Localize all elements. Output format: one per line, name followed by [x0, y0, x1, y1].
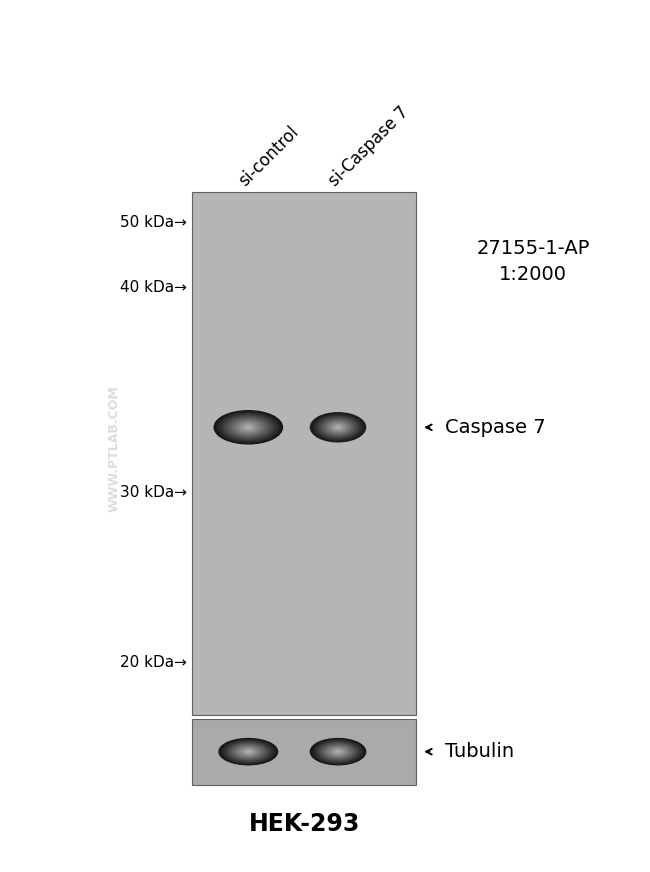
Ellipse shape: [237, 746, 260, 757]
Ellipse shape: [323, 419, 353, 435]
Ellipse shape: [244, 750, 253, 753]
Ellipse shape: [235, 420, 262, 434]
Ellipse shape: [235, 746, 261, 758]
Ellipse shape: [326, 420, 350, 434]
Ellipse shape: [245, 426, 252, 429]
Ellipse shape: [231, 419, 265, 435]
Ellipse shape: [327, 746, 349, 757]
Ellipse shape: [312, 739, 364, 764]
Ellipse shape: [328, 747, 348, 756]
Ellipse shape: [335, 426, 341, 429]
Ellipse shape: [234, 745, 263, 758]
Text: WWW.PTLAB.COM: WWW.PTLAB.COM: [107, 385, 120, 513]
Ellipse shape: [316, 741, 360, 762]
Ellipse shape: [334, 750, 342, 753]
Ellipse shape: [337, 751, 339, 753]
Ellipse shape: [331, 748, 345, 755]
Ellipse shape: [226, 742, 270, 761]
Ellipse shape: [222, 739, 274, 764]
Text: HEK-293: HEK-293: [248, 812, 360, 836]
Ellipse shape: [221, 414, 276, 440]
Ellipse shape: [316, 416, 360, 439]
Ellipse shape: [317, 416, 359, 439]
Ellipse shape: [241, 748, 255, 755]
Ellipse shape: [315, 415, 361, 439]
Ellipse shape: [311, 412, 365, 442]
Text: si-control: si-control: [235, 123, 302, 190]
Ellipse shape: [327, 421, 349, 433]
Ellipse shape: [315, 740, 361, 763]
Ellipse shape: [224, 740, 273, 763]
Ellipse shape: [228, 418, 269, 437]
Ellipse shape: [247, 751, 250, 753]
Ellipse shape: [321, 419, 355, 436]
Text: 30 kDa→: 30 kDa→: [120, 485, 187, 501]
Ellipse shape: [333, 425, 343, 430]
Ellipse shape: [320, 418, 356, 437]
Ellipse shape: [237, 421, 260, 433]
Ellipse shape: [334, 425, 342, 430]
Ellipse shape: [238, 422, 259, 433]
Ellipse shape: [321, 744, 355, 760]
Text: 40 kDa→: 40 kDa→: [120, 280, 187, 296]
Ellipse shape: [243, 425, 254, 430]
Ellipse shape: [219, 413, 278, 441]
Ellipse shape: [229, 743, 267, 760]
Ellipse shape: [231, 744, 266, 760]
Ellipse shape: [229, 419, 267, 436]
Ellipse shape: [219, 739, 278, 765]
Text: 20 kDa→: 20 kDa→: [120, 655, 187, 671]
Ellipse shape: [324, 420, 352, 434]
Ellipse shape: [218, 412, 279, 442]
Text: 50 kDa→: 50 kDa→: [120, 215, 187, 230]
Bar: [192, 719, 416, 785]
Ellipse shape: [330, 423, 346, 432]
Text: Tubulin: Tubulin: [445, 742, 514, 761]
Ellipse shape: [216, 412, 281, 443]
Ellipse shape: [311, 739, 365, 765]
Ellipse shape: [326, 746, 350, 758]
Text: 1:2000: 1:2000: [499, 265, 567, 284]
Ellipse shape: [333, 749, 343, 754]
Text: si-Caspase 7: si-Caspase 7: [325, 103, 412, 190]
Text: 27155-1-AP: 27155-1-AP: [476, 239, 590, 258]
Ellipse shape: [335, 750, 341, 753]
Ellipse shape: [323, 745, 353, 759]
Ellipse shape: [238, 747, 259, 756]
Ellipse shape: [318, 417, 358, 438]
Ellipse shape: [337, 426, 339, 428]
Ellipse shape: [331, 424, 345, 431]
Ellipse shape: [223, 415, 274, 439]
Ellipse shape: [330, 747, 346, 755]
Ellipse shape: [313, 414, 363, 440]
Text: Caspase 7: Caspase 7: [445, 418, 546, 437]
Ellipse shape: [239, 747, 257, 755]
Ellipse shape: [324, 745, 352, 758]
Ellipse shape: [320, 743, 356, 760]
Ellipse shape: [313, 739, 363, 764]
Ellipse shape: [246, 750, 251, 753]
Ellipse shape: [242, 749, 254, 754]
Ellipse shape: [246, 426, 250, 428]
Ellipse shape: [317, 742, 359, 761]
Ellipse shape: [214, 411, 282, 444]
Ellipse shape: [312, 413, 364, 441]
Ellipse shape: [242, 424, 255, 431]
Ellipse shape: [224, 416, 272, 439]
Ellipse shape: [228, 743, 269, 760]
Ellipse shape: [328, 422, 348, 433]
Bar: [192, 192, 416, 715]
Ellipse shape: [318, 743, 358, 760]
Ellipse shape: [232, 745, 265, 759]
Ellipse shape: [220, 739, 276, 764]
Ellipse shape: [225, 741, 272, 762]
Ellipse shape: [240, 423, 257, 432]
Ellipse shape: [233, 419, 264, 435]
Ellipse shape: [226, 417, 270, 438]
